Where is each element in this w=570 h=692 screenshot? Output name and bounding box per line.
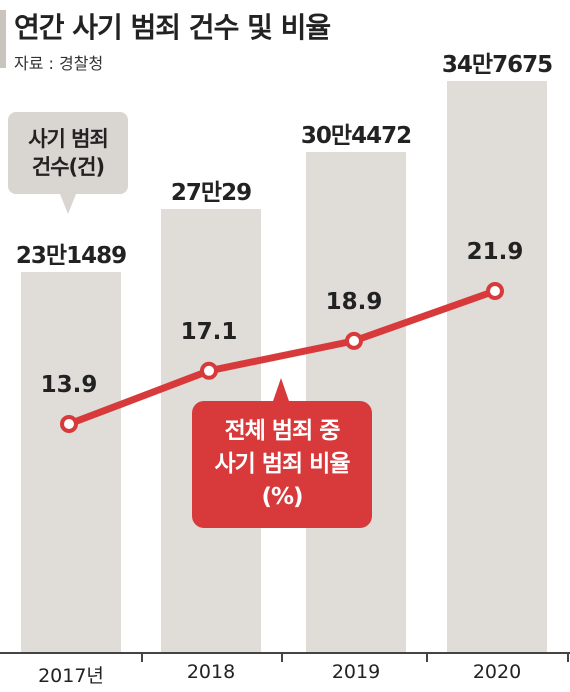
x-tick-label: 2018 [186,661,236,683]
bar-value-label: 34만7675 [441,52,553,79]
bar-legend-pointer [60,194,76,214]
bar-legend-callout: 사기 범죄 건수(건) [8,112,128,194]
bar-value-label: 23만1489 [15,243,127,269]
x-axis-tick [567,652,569,662]
bar-legend-line2: 건수(건) [31,155,105,179]
line-legend-line2: 사기 범죄 비율 [214,451,351,477]
title-accent-bar [0,10,6,68]
x-axis-tick [141,652,143,662]
ratio-point [60,415,78,433]
bar-value-label: 30만4472 [300,123,412,150]
ratio-point [200,361,218,380]
x-tick-label: 2017년 [38,665,104,687]
chart-title: 연간 사기 범죄 건수 및 비율 [14,11,331,44]
line-legend-callout: 전체 범죄 중 사기 범죄 비율 (%) [192,401,372,528]
ratio-value-label: 13.9 [40,372,98,398]
line-legend-line1: 전체 범죄 중 [224,418,341,444]
source-note: 자료 : 경찰청 [14,54,104,73]
bar-2017년 [21,272,121,652]
x-axis-tick [281,652,283,662]
x-axis-baseline [0,652,570,654]
ratio-point [486,282,504,300]
ratio-value-label: 17.1 [180,318,238,345]
x-tick-label: 2020 [472,661,522,683]
x-tick-label: 2019 [331,661,381,683]
ratio-value-label: 21.9 [466,239,524,265]
bar-legend-line1: 사기 범죄 [28,127,109,151]
ratio-value-label: 18.9 [325,288,383,315]
ratio-point [345,331,363,350]
line-legend-line3: (%) [261,484,303,510]
x-axis-tick [426,652,428,662]
bar-value-label: 27만29 [170,179,252,206]
line-legend-pointer [272,378,290,404]
bar-2020 [447,81,547,652]
ratio-line [67,287,497,428]
